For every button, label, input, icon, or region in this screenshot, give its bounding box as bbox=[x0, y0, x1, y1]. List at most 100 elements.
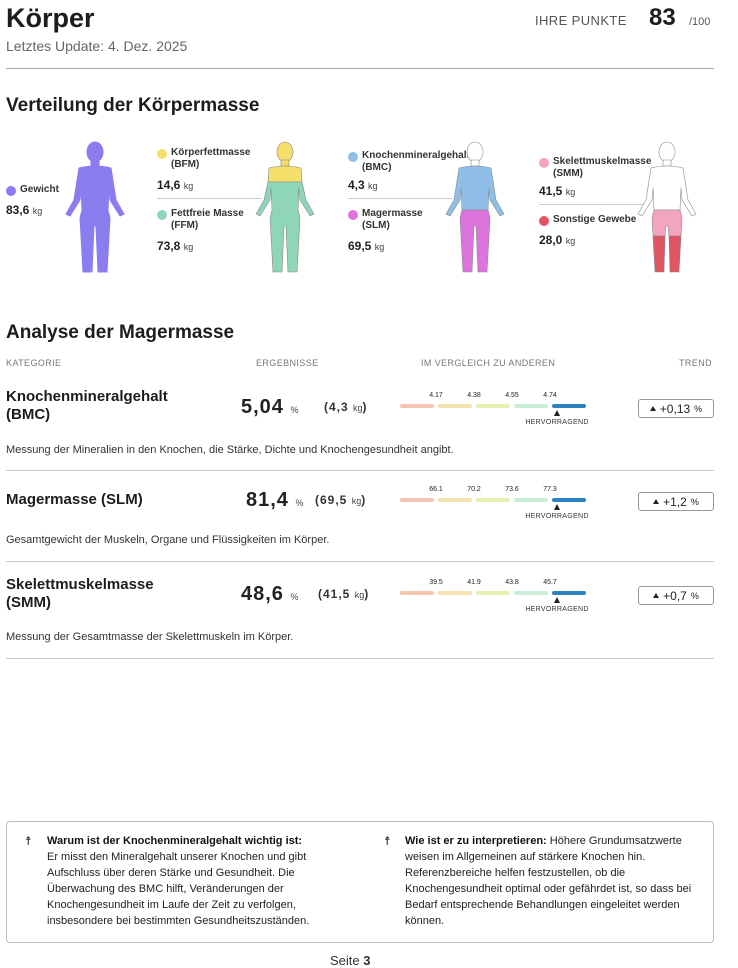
range-segment bbox=[438, 591, 472, 595]
range-tick: 66.1 bbox=[429, 486, 443, 493]
legend-label: Skelettmuskelmasse (SMM) bbox=[553, 156, 652, 179]
legend-value: 4,3 kg bbox=[348, 178, 378, 192]
range-segment bbox=[552, 591, 586, 595]
legend-value: 69,5 kg bbox=[348, 239, 385, 253]
range-segment bbox=[476, 404, 510, 408]
legend-value: 83,6 kg bbox=[6, 203, 43, 217]
legend-label: Knochenmineralgehalt (BMC) bbox=[362, 150, 470, 173]
info-left: Warum ist der Knochenmineralgehalt wicht… bbox=[47, 833, 342, 929]
distribution-title: Verteilung der Körpermasse bbox=[6, 95, 260, 116]
range-segment bbox=[476, 591, 510, 595]
legend-dot bbox=[348, 152, 358, 162]
page-title: Körper bbox=[6, 3, 95, 33]
score-value: 83 bbox=[649, 4, 676, 31]
legend-smm: Skelettmuskelmasse (SMM) bbox=[539, 156, 652, 180]
legend-label: Gewicht bbox=[20, 184, 59, 195]
info-right-text: Höhere Grundumsatzwerte weisen im Allgem… bbox=[405, 835, 692, 927]
legend-label: Fettfreie Masse (FFM) bbox=[171, 208, 244, 231]
range-rating: HERVORRAGEND bbox=[525, 606, 589, 613]
trend-badge: +0,13% bbox=[638, 399, 714, 418]
legend-dot bbox=[157, 149, 167, 159]
range-tick: 45.7 bbox=[543, 579, 557, 586]
range-marker bbox=[554, 504, 560, 510]
range-tick: 41.9 bbox=[467, 579, 481, 586]
body-figure-muscle bbox=[637, 141, 697, 273]
info-box: ☨ Warum ist der Knochenmineralgehalt wic… bbox=[6, 821, 714, 943]
legend-slm: Magermasse (SLM) bbox=[348, 208, 432, 232]
legend-label: Körperfettmasse (BFM) bbox=[171, 147, 251, 170]
legend-dot bbox=[348, 210, 358, 220]
legend-value: 41,5 kg bbox=[539, 184, 576, 198]
last-update: Letztes Update: 4. Dez. 2025 bbox=[6, 38, 188, 54]
column-header-results: ERGEBNISSE bbox=[256, 358, 319, 368]
range-segment bbox=[438, 498, 472, 502]
page-number: Seite 3 bbox=[330, 953, 371, 968]
row-description: Messung der Gesamtmasse der Skelettmuske… bbox=[6, 631, 294, 643]
score-label: IHRE PUNKTE bbox=[535, 13, 627, 28]
trend-up-icon bbox=[653, 499, 660, 504]
legend-other: Sonstige Gewebe bbox=[539, 214, 636, 226]
info-left-text: Er misst den Mineralgehalt unserer Knoch… bbox=[47, 851, 310, 927]
row-name: Knochenmineralgehalt (BMC) bbox=[6, 388, 168, 423]
trend-up-icon bbox=[649, 406, 656, 411]
range-segment bbox=[514, 498, 548, 502]
legend-label: Magermasse (SLM) bbox=[362, 208, 423, 231]
legend-value: 73,8 kg bbox=[157, 239, 194, 253]
row-name: Skelettmuskelmasse (SMM) bbox=[6, 576, 154, 611]
legend-ffm: Fettfreie Masse (FFM) bbox=[157, 208, 261, 232]
legend-dot bbox=[539, 216, 549, 226]
range-rating: HERVORRAGEND bbox=[525, 513, 589, 520]
trend-badge: +0,7% bbox=[638, 586, 714, 605]
body-figure-lean bbox=[445, 141, 505, 273]
legend-dot bbox=[157, 210, 167, 220]
body-figure-weight bbox=[65, 141, 125, 273]
range-marker bbox=[554, 597, 560, 603]
range-tick: 4.17 bbox=[429, 392, 443, 399]
range-segment bbox=[552, 498, 586, 502]
range-tick: 4.74 bbox=[543, 392, 557, 399]
row-name: Magermasse (SLM) bbox=[6, 491, 143, 508]
row-percent: 5,04 % bbox=[241, 396, 299, 418]
range-tick: 77.3 bbox=[543, 486, 557, 493]
legend-separator bbox=[348, 198, 453, 199]
legend-dot bbox=[6, 186, 16, 196]
column-header-category: KATEGORIE bbox=[6, 358, 62, 368]
person-icon: ☨ bbox=[25, 834, 32, 848]
range-segment bbox=[400, 404, 434, 408]
legend-value: 14,6 kg bbox=[157, 178, 194, 192]
legend-bmc: Knochenmineralgehalt (BMC) bbox=[348, 150, 470, 174]
legend-dot bbox=[539, 158, 549, 168]
legend-weight: Gewicht bbox=[6, 184, 59, 196]
trend-badge: +1,2% bbox=[638, 492, 714, 511]
analysis-title: Analyse der Magermasse bbox=[6, 322, 235, 343]
info-left-title: Warum ist der Knochenmineralgehalt wicht… bbox=[47, 835, 303, 847]
range-tick: 43.8 bbox=[505, 579, 519, 586]
range-segment bbox=[438, 404, 472, 408]
range-segment bbox=[514, 591, 548, 595]
row-divider bbox=[6, 470, 714, 471]
legend-separator bbox=[157, 198, 262, 199]
divider bbox=[6, 68, 714, 69]
range-tick: 4.55 bbox=[505, 392, 519, 399]
info-right: Wie ist er zu interpretieren: Höhere Gru… bbox=[405, 833, 703, 929]
legend-separator bbox=[539, 204, 644, 205]
row-divider bbox=[6, 658, 714, 659]
score-max: /100 bbox=[689, 16, 711, 28]
range-rating: HERVORRAGEND bbox=[525, 419, 589, 426]
person-icon: ☨ bbox=[384, 834, 391, 848]
range-tick: 39.5 bbox=[429, 579, 443, 586]
range-scale: 66.1 70.2 73.6 77.3 HERVORRAGEND bbox=[400, 486, 588, 522]
range-tick: 4.38 bbox=[467, 392, 481, 399]
row-description: Messung der Mineralien in den Knochen, d… bbox=[6, 444, 454, 456]
range-segment bbox=[476, 498, 510, 502]
trend-up-icon bbox=[653, 593, 660, 598]
row-absolute: (69,5 kg) bbox=[315, 493, 367, 507]
range-scale: 39.5 41.9 43.8 45.7 HERVORRAGEND bbox=[400, 579, 588, 615]
row-percent: 48,6 % bbox=[241, 583, 299, 605]
row-divider bbox=[6, 561, 714, 562]
range-segment bbox=[552, 404, 586, 408]
legend-bfm: Körperfettmasse (BFM) bbox=[157, 147, 269, 171]
row-description: Gesamtgewicht der Muskeln, Organe und Fl… bbox=[6, 534, 330, 546]
legend-label: Sonstige Gewebe bbox=[553, 214, 637, 225]
column-header-compare: IM VERGLEICH ZU ANDEREN bbox=[421, 358, 556, 368]
